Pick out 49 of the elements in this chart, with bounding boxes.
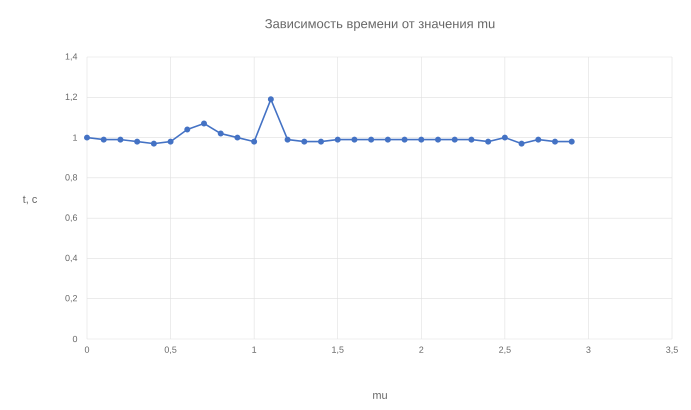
- x-tick-label: 2,5: [499, 346, 511, 354]
- point: [100, 136, 107, 143]
- point: [568, 138, 575, 145]
- point: [402, 136, 408, 143]
- x-tick-label: 3,5: [666, 346, 678, 354]
- y-tick-label: 0: [72, 336, 78, 342]
- point: [301, 138, 308, 145]
- point: [234, 134, 240, 141]
- y-tick-label: 1,4: [66, 53, 78, 61]
- point: [284, 136, 291, 143]
- point: [435, 136, 441, 143]
- point: [134, 138, 140, 145]
- chart-title: Зависимость времени от значения mu: [265, 19, 494, 31]
- point: [218, 130, 224, 137]
- point: [518, 140, 525, 147]
- point: [468, 136, 474, 143]
- x-axis-title: mu: [373, 393, 387, 400]
- point: [351, 136, 358, 143]
- point: [502, 134, 508, 141]
- point: [184, 126, 190, 133]
- y-tick-label: 0,2: [65, 295, 78, 302]
- point: [535, 136, 542, 143]
- point: [117, 136, 124, 143]
- point: [150, 140, 157, 147]
- point: [452, 136, 458, 143]
- point: [201, 120, 207, 126]
- point: [268, 96, 274, 102]
- point: [552, 138, 558, 145]
- point: [334, 136, 341, 143]
- point: [84, 134, 90, 141]
- x-tick-label: 1,5: [332, 346, 344, 354]
- point: [251, 138, 258, 145]
- y-tick-label: 1,2: [66, 94, 78, 101]
- point: [318, 138, 324, 145]
- x-tick-label: 1: [252, 346, 256, 353]
- point: [368, 136, 374, 143]
- point: [384, 136, 391, 143]
- y-tick-label: 0,8: [65, 174, 78, 182]
- y-tick-label: 1: [73, 134, 78, 141]
- point: [168, 138, 174, 145]
- x-tick-label: 3: [586, 346, 591, 353]
- x-tick-label: 2: [419, 346, 424, 353]
- x-tick-label: 0: [84, 346, 90, 353]
- y-axis-title: t, c: [22, 196, 38, 204]
- y-tick-label: 0,6: [65, 214, 78, 222]
- x-tick-label: 0,5: [164, 346, 176, 354]
- point: [485, 138, 492, 145]
- y-tick-label: 0,4: [65, 254, 78, 262]
- point: [418, 136, 424, 143]
